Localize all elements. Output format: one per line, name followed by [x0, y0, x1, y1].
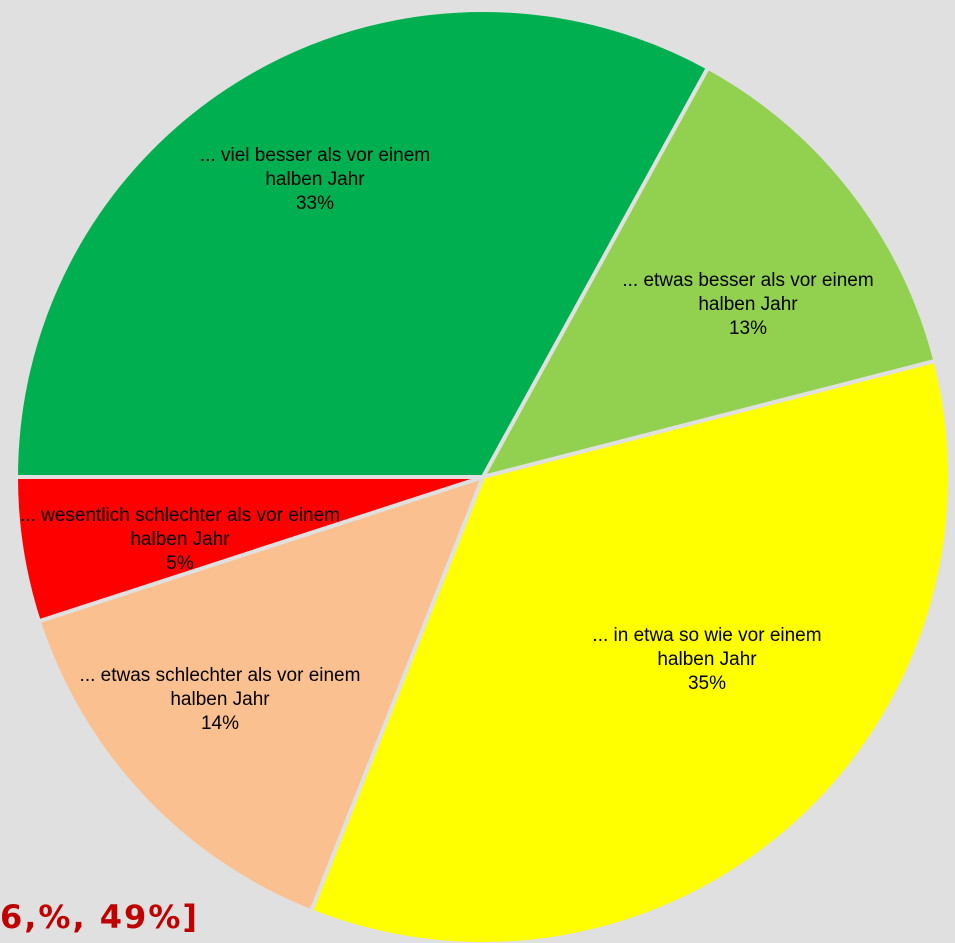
pie-slice: [308, 358, 952, 943]
pie-slice: [13, 8, 711, 479]
value-label: 35%: [687, 673, 727, 694]
slice-label: ... viel besser als vor einem halben Jah…: [180, 144, 450, 216]
slice-label: ... etwas besser als vor einem halben Ja…: [598, 269, 898, 341]
slice-label: ... etwas schlechter als vor einem halbe…: [75, 664, 365, 736]
value-label: 5%: [166, 553, 194, 574]
category-label: ... etwas besser als vor einem halben Ja…: [622, 270, 874, 315]
value-label: 14%: [200, 713, 240, 734]
value-label: 13%: [728, 318, 768, 339]
value-label: 33%: [295, 193, 335, 214]
category-label: ... wesentlich schlechter als vor einem …: [20, 505, 340, 550]
annotation: 6,%, 49%]: [0, 898, 199, 936]
category-label: ... viel besser als vor einem halben Jah…: [199, 145, 431, 190]
category-label: ... in etwa so wie vor einem halben Jahr: [592, 625, 822, 670]
pie-slice: [13, 475, 484, 624]
slice-label: ... wesentlich schlechter als vor einem …: [10, 504, 350, 576]
slice-label: ... in etwa so wie vor einem halben Jahr…: [577, 624, 837, 696]
pie-slice: [479, 65, 938, 481]
category-label: ... etwas schlechter als vor einem halbe…: [79, 665, 361, 710]
